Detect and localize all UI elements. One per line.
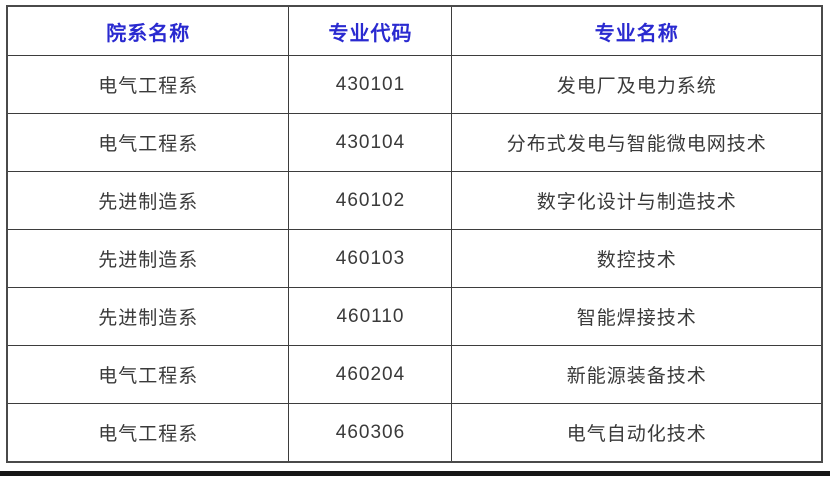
header-cell-major-code: 专业代码 [288,5,453,56]
cell-major-name: 发电厂及电力系统 [451,55,823,114]
table-row: 电气工程系 430104 分布式发电与智能微电网技术 [6,113,823,172]
cell-major-name: 数字化设计与制造技术 [451,171,823,230]
table-row: 电气工程系 460204 新能源装备技术 [6,345,823,404]
table-row: 先进制造系 460102 数字化设计与制造技术 [6,171,823,230]
header-cell-department: 院系名称 [6,5,290,56]
cell-major-code: 460102 [288,171,453,230]
cell-department: 电气工程系 [6,113,290,172]
cell-department: 电气工程系 [6,55,290,114]
cell-major-name: 智能焊接技术 [451,287,823,346]
cell-department: 电气工程系 [6,403,290,463]
table-header-row: 院系名称 专业代码 专业名称 [6,5,823,56]
table-body: 电气工程系 430101 发电厂及电力系统 电气工程系 430104 分布式发电与智能微电… [6,55,823,463]
cell-major-name: 分布式发电与智能微电网技术 [451,113,823,172]
cell-department: 先进制造系 [6,171,290,230]
cell-major-name: 电气自动化技术 [451,403,823,463]
cell-major-code: 460103 [288,229,453,288]
bottom-rule [0,471,830,476]
cell-major-code: 460306 [288,403,453,463]
table-row: 先进制造系 460110 智能焊接技术 [6,287,823,346]
cell-major-code: 460204 [288,345,453,404]
cell-major-code: 460110 [288,287,453,346]
cell-major-name: 新能源装备技术 [451,345,823,404]
table-row: 先进制造系 460103 数控技术 [6,229,823,288]
cell-major-code: 430101 [288,55,453,114]
header-cell-major-name: 专业名称 [451,5,823,56]
majors-table: 院系名称 专业代码 专业名称 电气工程系 430101 发电厂及电力系统 电气工程系 4… [6,5,823,463]
table-row: 电气工程系 460306 电气自动化技术 [6,403,823,463]
cell-department: 先进制造系 [6,287,290,346]
cell-department: 电气工程系 [6,345,290,404]
cell-major-code: 430104 [288,113,453,172]
table-row: 电气工程系 430101 发电厂及电力系统 [6,55,823,114]
cell-department: 先进制造系 [6,229,290,288]
cell-major-name: 数控技术 [451,229,823,288]
